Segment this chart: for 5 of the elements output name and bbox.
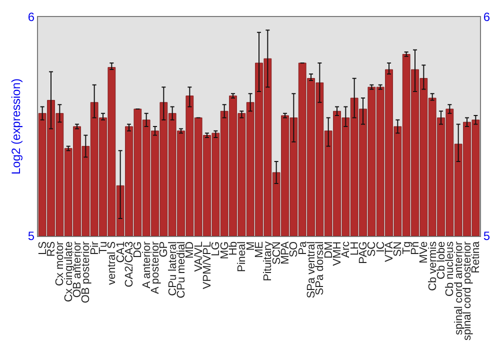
y-axis-title: Log2 (expression) xyxy=(9,78,24,175)
x-tick-label: A posterior xyxy=(150,241,162,294)
x-tick-label: Tg xyxy=(400,241,413,254)
y2-tick-label: 5 xyxy=(483,229,490,244)
y2-tick-label: 6 xyxy=(483,10,490,24)
